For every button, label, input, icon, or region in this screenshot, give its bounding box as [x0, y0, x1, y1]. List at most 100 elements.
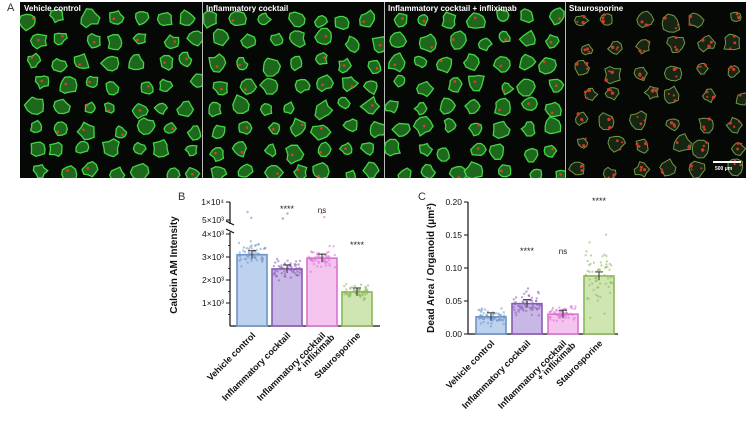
data-point: [603, 253, 606, 256]
organoid: [152, 139, 170, 158]
y-axis-label: Dead Area / Organoid (μm²): [426, 203, 437, 333]
bar: [306, 257, 338, 327]
organoid: [341, 76, 360, 93]
data-point: [286, 212, 289, 215]
dead-cell-spot: [733, 163, 736, 166]
dead-cell-spot: [135, 38, 139, 42]
data-point: [366, 284, 370, 287]
organoid: [51, 57, 68, 73]
data-point: [597, 286, 600, 289]
dead-cell-spot: [707, 117, 711, 121]
data-point: [585, 250, 588, 253]
organoid: [477, 37, 493, 52]
dead-cell-spot: [735, 12, 739, 16]
organoid: [237, 163, 254, 178]
organoid: [59, 76, 78, 94]
dead-cell-spot: [173, 40, 177, 43]
organoid: [166, 167, 181, 178]
data-point: [490, 322, 493, 325]
data-point: [295, 273, 298, 277]
data-point: [588, 263, 591, 267]
dead-cell-spot: [615, 48, 618, 51]
organoid: [84, 101, 97, 114]
data-point: [324, 260, 327, 263]
dead-cell-spot: [581, 20, 585, 25]
organoid: [389, 31, 408, 48]
organoid: [465, 12, 486, 29]
data-point: [313, 259, 316, 262]
dead-cell-spot: [36, 38, 40, 42]
data-point: [283, 272, 287, 276]
data-point: [299, 268, 302, 271]
data-point: [364, 285, 367, 289]
organoid: [518, 29, 536, 47]
dead-cell-spot: [551, 147, 554, 151]
organoid: [359, 95, 381, 115]
dead-cell-spot: [687, 145, 691, 149]
organoid: [99, 55, 120, 72]
data-point: [557, 310, 560, 313]
dead-cell-spot: [244, 88, 247, 91]
data-point: [240, 265, 243, 268]
dead-cell-spot: [498, 108, 501, 112]
dead-cell-spot: [738, 120, 741, 123]
data-point: [256, 252, 259, 256]
dead-cell-spot: [737, 15, 741, 19]
data-point: [253, 244, 257, 247]
organoid: [488, 143, 505, 160]
organoid: [334, 15, 350, 31]
data-point: [307, 255, 310, 258]
organoid: [663, 85, 680, 104]
dead-cell-spot: [660, 168, 664, 171]
data-point: [551, 308, 554, 311]
organoid: [240, 33, 257, 49]
micrograph-image: [384, 7, 565, 178]
organoid: [156, 12, 173, 27]
organoid: [80, 8, 101, 29]
dead-cell-spot: [736, 147, 739, 151]
panel-c-letter: C: [418, 191, 426, 203]
organoid: [413, 101, 428, 116]
data-point: [290, 266, 293, 269]
data-point: [298, 259, 302, 263]
dead-cell-spot: [477, 147, 480, 150]
dead-cell-spot: [669, 121, 674, 125]
data-point: [327, 258, 331, 262]
data-point: [360, 290, 363, 293]
data-point: [289, 268, 293, 272]
data-point: [584, 273, 588, 277]
data-point: [537, 292, 540, 295]
micrograph-panel-staurosporine: Staurosporine 500 μm: [565, 2, 746, 178]
organoid: [606, 40, 623, 55]
data-point: [247, 253, 251, 256]
dead-cell-spot: [296, 168, 300, 171]
data-point: [274, 269, 277, 272]
organoid: [114, 125, 128, 139]
panel-a-letter: A: [7, 2, 15, 14]
data-point: [514, 311, 517, 314]
data-point: [293, 264, 297, 267]
dead-cell-spot: [324, 34, 328, 38]
data-point: [294, 260, 298, 263]
data-point: [280, 265, 283, 269]
data-point: [250, 216, 253, 220]
organoid: [413, 55, 428, 69]
organoid: [367, 59, 382, 75]
data-point: [310, 250, 313, 253]
dead-cell-spot: [702, 125, 706, 129]
data-point: [358, 290, 361, 293]
data-point: [610, 264, 613, 267]
data-point: [327, 254, 330, 258]
dead-cell-spot: [344, 147, 347, 151]
organoid: [463, 161, 484, 178]
category-label: Inflammatory cocktail: [255, 330, 328, 403]
data-point: [310, 258, 313, 261]
dead-cell-spot: [610, 116, 614, 119]
data-point: [276, 270, 279, 273]
data-point: [502, 311, 505, 314]
dead-cell-spot: [583, 90, 587, 94]
dead-cell-spot: [609, 89, 613, 92]
data-point: [364, 289, 367, 292]
data-point: [530, 313, 533, 317]
data-point: [573, 316, 576, 320]
